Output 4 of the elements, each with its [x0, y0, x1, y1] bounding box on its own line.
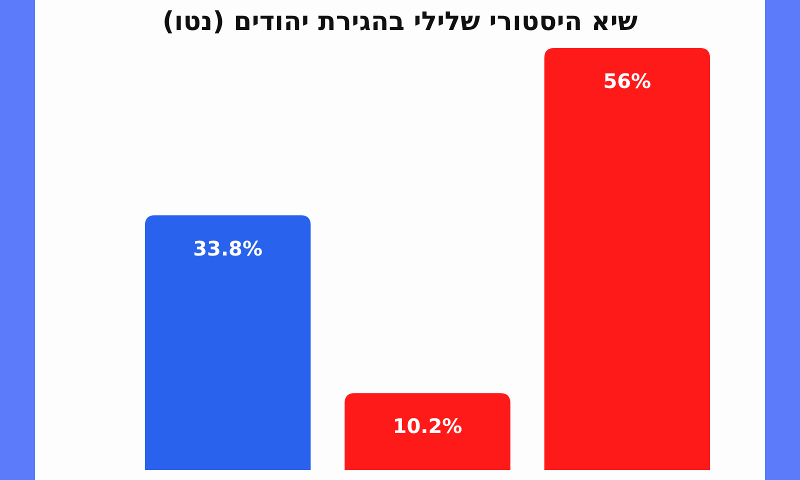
data-label: 56% [603, 69, 652, 93]
data-label: 33.8% [193, 236, 263, 260]
chart-title: שיא היסטורי שלילי בהגירת יהודים (נטו) [162, 7, 638, 37]
data-label: 10.2% [392, 414, 462, 438]
